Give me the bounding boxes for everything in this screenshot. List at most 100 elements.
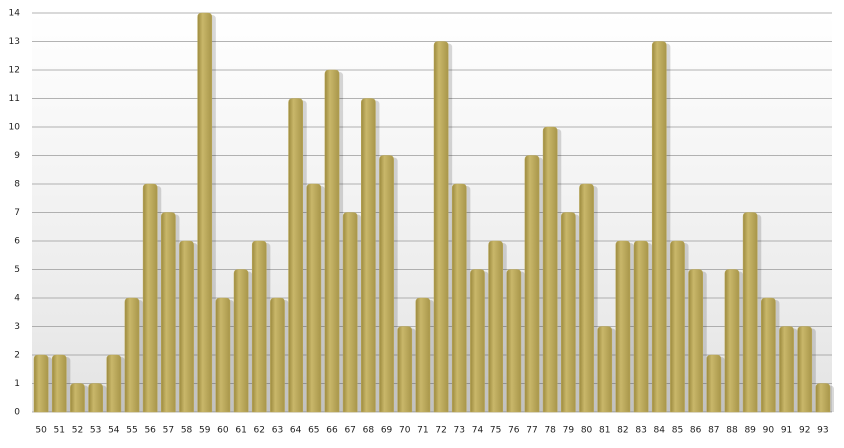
bar [124,297,140,413]
x-tick-label: 82 [617,426,628,436]
bar [506,269,522,413]
bar [197,12,213,413]
x-tick-label: 57 [163,426,174,436]
bar [33,354,49,413]
bar [688,269,703,413]
bar [397,326,413,413]
bar [270,297,285,413]
bar [670,240,685,413]
bar [179,240,194,413]
bar [433,41,449,413]
x-tick-label: 87 [708,426,719,436]
y-tick-label: 4 [14,294,20,304]
bar [597,326,613,413]
x-tick-label: 88 [726,426,738,436]
x-tick-label: 50 [35,426,47,436]
bar [761,297,776,413]
x-tick-label: 55 [126,426,137,436]
x-tick-label: 84 [654,426,666,436]
bar [306,183,322,413]
x-tick-label: 59 [199,426,211,436]
bar [779,326,794,413]
x-tick-label: 81 [599,426,610,436]
x-tick-label: 93 [817,426,828,436]
x-tick-label: 64 [290,426,302,436]
y-tick-label: 13 [9,37,20,47]
y-tick-label: 3 [14,322,20,332]
y-tick-label: 12 [9,66,20,76]
x-tick-label: 86 [690,426,702,436]
bar [542,126,558,413]
y-tick-label: 11 [9,94,20,104]
bar [379,155,394,413]
x-tick-label: 85 [672,426,683,436]
bar [579,183,594,413]
bar [524,155,540,413]
x-tick-label: 53 [90,426,101,436]
x-tick-label: 72 [435,426,446,436]
x-tick-label: 78 [544,426,556,436]
bar [724,269,740,413]
x-tick-label: 68 [363,426,375,436]
bar [742,212,758,413]
bar [615,240,631,413]
x-tick-label: 75 [490,426,501,436]
x-tick-label: 92 [799,426,810,436]
bar [633,240,649,413]
bar [106,354,122,413]
x-tick-label: 66 [326,426,338,436]
bar [288,98,303,413]
bar [415,297,431,413]
bar [470,269,485,413]
bar [88,383,103,413]
x-tick-label: 54 [108,426,120,436]
bar [324,69,340,413]
y-tick-label: 5 [14,265,20,275]
x-tick-label: 79 [563,426,575,436]
x-tick-label: 61 [235,426,246,436]
x-tick-label: 52 [72,426,83,436]
y-tick-label: 7 [14,208,20,218]
x-tick-label: 74 [472,426,484,436]
x-tick-label: 60 [217,426,229,436]
y-tick-label: 1 [14,379,20,389]
x-tick-label: 90 [763,426,775,436]
x-tick-label: 91 [781,426,792,436]
y-tick-label: 2 [14,351,20,361]
x-tick-label: 89 [744,426,756,436]
x-tick-label: 77 [526,426,537,436]
bar [161,212,176,413]
bar [561,212,576,413]
bar [451,183,467,413]
x-tick-label: 67 [344,426,355,436]
y-tick-label: 9 [14,151,20,161]
y-tick-label: 10 [9,123,21,133]
bar [342,212,358,413]
bar [361,98,376,413]
x-tick-label: 76 [508,426,520,436]
x-tick-label: 71 [417,426,428,436]
y-tick-label: 8 [14,180,20,190]
x-tick-label: 63 [272,426,283,436]
x-tick-label: 65 [308,426,319,436]
x-tick-label: 56 [144,426,156,436]
bar [51,354,67,413]
bar [251,240,267,413]
bar [233,269,249,413]
bar [488,240,503,413]
y-tick-label: 14 [9,9,21,19]
bar [797,326,813,413]
bar [142,183,158,413]
bar [651,41,667,413]
x-tick-label: 73 [454,426,465,436]
x-tick-label: 83 [635,426,646,436]
bar [70,383,85,413]
bar [815,383,831,413]
x-tick-label: 70 [399,426,411,436]
y-tick-label: 0 [14,408,20,418]
x-tick-label: 80 [581,426,593,436]
bar [706,354,722,413]
x-tick-label: 62 [254,426,265,436]
y-tick-label: 6 [14,237,20,247]
